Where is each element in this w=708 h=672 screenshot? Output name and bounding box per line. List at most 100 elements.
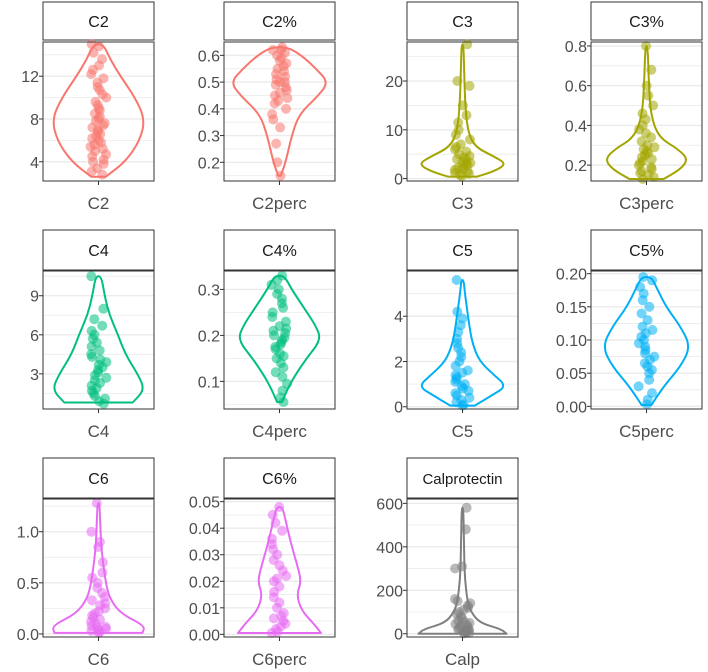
data-point — [455, 139, 466, 150]
data-point — [98, 303, 109, 314]
data-point — [461, 110, 472, 121]
data-point — [100, 621, 111, 632]
data-point — [637, 108, 648, 119]
strip-title: C2% — [262, 14, 297, 31]
y-tick-label: 200 — [376, 583, 403, 600]
data-point — [277, 42, 288, 53]
y-tick-label: 20 — [385, 74, 403, 91]
y-tick-label: 0.1 — [198, 374, 220, 391]
y-tick-label: 0.2 — [198, 155, 220, 172]
y-tick-label: 0.03 — [189, 548, 220, 565]
y-tick-label: 0.8 — [565, 39, 587, 56]
data-point — [641, 41, 651, 51]
data-point — [94, 536, 105, 547]
data-point — [636, 308, 647, 319]
data-point — [267, 45, 278, 55]
data-point — [459, 379, 470, 390]
y-tick-label: 0 — [394, 400, 403, 417]
data-point — [275, 122, 286, 133]
violin-outline — [420, 279, 505, 407]
data-point — [638, 272, 649, 282]
strip-background — [42, 229, 155, 271]
y-tick-label: 3 — [30, 367, 39, 384]
strip-title: Calprotectin — [422, 471, 502, 488]
data-point — [272, 157, 283, 168]
facet-calp: Calprotectin 0 200 400 600 Calp — [376, 457, 519, 669]
data-point — [97, 54, 107, 65]
data-point — [460, 524, 471, 535]
y-tick-label: 0.3 — [198, 129, 220, 146]
data-point — [277, 270, 288, 281]
data-point — [453, 124, 464, 135]
strip-background — [406, 457, 519, 499]
x-axis-label: C6perc — [252, 650, 307, 669]
data-point — [97, 567, 108, 578]
y-tick-label: 0.3 — [198, 282, 220, 299]
data-point — [464, 80, 475, 91]
facet-c6perc: C6% 0.00 0.01 0.02 0.03 0.04 0.05 C6perc — [189, 457, 336, 669]
x-axis-label: C5 — [452, 422, 474, 441]
data-point — [649, 351, 660, 362]
data-point — [452, 76, 463, 86]
strip-title: C4% — [262, 243, 297, 260]
data-point — [648, 100, 659, 111]
strip-title: C3 — [452, 14, 473, 31]
data-point — [101, 372, 112, 383]
data-point — [647, 388, 657, 399]
x-axis-label: C2 — [88, 194, 110, 213]
y-tick-label: 0.2 — [198, 328, 220, 345]
y-tick-label: 0.04 — [189, 521, 220, 538]
data-point — [457, 100, 468, 111]
data-point — [89, 314, 100, 325]
data-point — [100, 393, 110, 404]
facet-c5perc: C5% 0.00 0.05 0.10 0.15 0.20 C5perc — [556, 229, 703, 441]
y-tick-label: 0.05 — [556, 366, 587, 383]
y-tick-label: 0.10 — [556, 333, 587, 350]
data-point — [86, 526, 97, 537]
y-tick-label: 0.00 — [189, 627, 220, 644]
strip-background — [406, 229, 519, 271]
data-point — [457, 561, 467, 572]
strip-background — [42, 457, 155, 499]
strip-title: C5% — [629, 243, 664, 260]
strip-title: C3% — [629, 14, 664, 31]
y-tick-label: 0.01 — [189, 601, 220, 618]
data-point — [465, 598, 476, 609]
y-tick-label: 0.00 — [556, 399, 587, 416]
x-axis-label: Calp — [445, 650, 480, 669]
y-tick-label: 0.6 — [198, 48, 220, 65]
data-point — [97, 320, 108, 331]
y-tick-label: 400 — [376, 540, 403, 557]
x-axis-label: C4perc — [252, 422, 307, 441]
y-tick-label: 0.05 — [189, 495, 220, 512]
data-point — [646, 162, 657, 173]
y-tick-label: 0.02 — [189, 574, 220, 591]
y-tick-label: 0.5 — [17, 576, 39, 593]
y-tick-label: 0.4 — [198, 102, 220, 119]
data-point — [270, 367, 281, 378]
data-point — [643, 90, 654, 101]
data-point — [462, 365, 473, 376]
y-tick-label: 2 — [394, 354, 403, 371]
data-point — [94, 345, 105, 356]
y-tick-label: 0 — [394, 627, 403, 644]
facet-c3perc: C3% 0.2 0.4 0.6 0.8 C3perc — [565, 1, 703, 213]
y-tick-label: 4 — [30, 155, 39, 172]
y-tick-label: 0.15 — [556, 300, 587, 317]
data-point — [86, 349, 97, 360]
y-tick-label: 0.20 — [556, 267, 587, 284]
data-point — [86, 325, 97, 336]
data-point — [647, 275, 658, 286]
data-point — [280, 316, 291, 327]
x-axis-label: C3 — [452, 194, 474, 213]
data-point — [636, 136, 647, 147]
x-axis-label: C4 — [88, 422, 110, 441]
data-point — [450, 388, 461, 399]
data-point — [450, 594, 460, 604]
data-point — [282, 93, 293, 104]
strip-background — [223, 457, 336, 499]
data-point — [451, 275, 462, 285]
data-point — [97, 557, 108, 568]
y-tick-label: 600 — [376, 496, 403, 513]
strip-title: C6% — [262, 471, 297, 488]
